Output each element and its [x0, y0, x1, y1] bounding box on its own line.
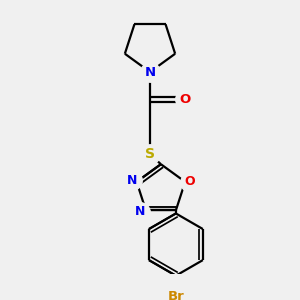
Text: N: N	[135, 206, 146, 218]
Text: O: O	[184, 175, 195, 188]
Text: Br: Br	[167, 290, 184, 300]
Text: O: O	[180, 93, 191, 106]
Text: S: S	[145, 147, 155, 161]
Text: N: N	[127, 174, 137, 187]
Text: N: N	[144, 65, 156, 79]
